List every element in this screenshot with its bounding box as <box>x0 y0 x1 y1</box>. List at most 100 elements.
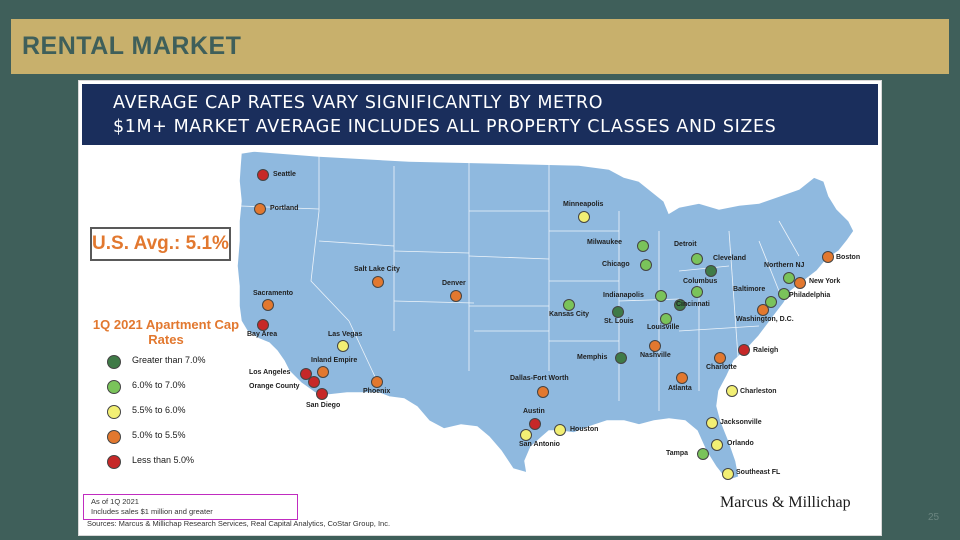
city-label-new-york: New York <box>809 278 841 285</box>
city-marker-baltimore <box>765 296 777 308</box>
city-marker-memphis <box>615 352 627 364</box>
city-marker-new-york <box>794 277 806 289</box>
city-label-orlando: Orlando <box>727 440 754 447</box>
city-label-northern-nj: Northern NJ <box>764 262 805 269</box>
us-average-value: U.S. Avg.: 5.1% <box>92 233 229 254</box>
us-map <box>236 150 855 482</box>
city-label-memphis: Memphis <box>577 354 608 361</box>
city-label-charleston: Charleston <box>740 388 777 395</box>
legend-label: 5.5% to 6.0% <box>132 405 186 415</box>
city-label-bay-area: Bay Area <box>247 331 278 338</box>
city-marker-detroit <box>691 253 703 265</box>
city-label-washington-d-c: Washington, D.C. <box>736 316 794 323</box>
header-line-2: $1M+ MARKET AVERAGE INCLUDES ALL PROPERT… <box>113 117 777 137</box>
city-marker-jacksonville <box>706 417 718 429</box>
notes-box: As of 1Q 2021 Includes sales $1 million … <box>83 494 298 520</box>
city-marker-bay-area <box>257 319 269 331</box>
legend-swatch <box>107 355 121 369</box>
city-label-kansas-city: Kansas City <box>549 311 590 318</box>
state-borders <box>240 156 800 411</box>
city-marker-denver <box>450 290 462 302</box>
city-marker-sacramento <box>262 299 274 311</box>
city-marker-washington-d-c <box>757 304 769 316</box>
city-marker-cincinnati <box>674 299 686 311</box>
legend-title: 1Q 2021 Apartment Cap Rates <box>92 317 240 347</box>
legend-label: Less than 5.0% <box>132 455 195 465</box>
city-label-las-vegas: Las Vegas <box>328 331 363 338</box>
city-label-los-angeles: Los Angeles <box>249 369 291 376</box>
city-marker-san-diego <box>316 388 328 400</box>
city-label-philadelphia: Philadelphia <box>789 292 831 299</box>
city-label-minneapolis: Minneapolis <box>563 201 604 208</box>
city-marker-chicago <box>640 259 652 271</box>
city-marker-orlando <box>711 439 723 451</box>
city-label-inland-empire: Inland Empire <box>311 357 358 364</box>
city-marker-boston <box>822 251 834 263</box>
city-label-orange-county: Orange County <box>249 383 300 390</box>
city-marker-phoenix <box>371 376 383 388</box>
legend-label: Greater than 7.0% <box>132 355 206 365</box>
city-marker-minneapolis <box>578 211 590 223</box>
us-land-shape <box>236 150 855 482</box>
panel-header: AVERAGE CAP RATES VARY SIGNIFICANTLY BY … <box>82 84 878 145</box>
city-marker-orange-county <box>308 376 320 388</box>
city-marker-nashville <box>649 340 661 352</box>
header-line-1: AVERAGE CAP RATES VARY SIGNIFICANTLY BY … <box>113 93 604 113</box>
city-label-chicago: Chicago <box>602 261 630 268</box>
city-marker-kansas-city <box>563 299 575 311</box>
city-label-jacksonville: Jacksonville <box>720 419 762 426</box>
city-marker-san-antonio <box>520 429 532 441</box>
city-label-columbus: Columbus <box>683 278 718 285</box>
city-label-denver: Denver <box>442 280 466 287</box>
city-label-louisville: Louisville <box>647 324 680 331</box>
city-marker-austin <box>529 418 541 430</box>
city-label-san-antonio: San Antonio <box>519 441 560 448</box>
city-marker-atlanta <box>676 372 688 384</box>
city-marker-cleveland <box>705 265 717 277</box>
city-marker-charlotte <box>714 352 726 364</box>
legend-swatch <box>107 430 121 444</box>
note-threshold: Includes sales $1 million and greater <box>91 507 213 516</box>
city-marker-milwaukee <box>637 240 649 252</box>
city-label-detroit: Detroit <box>674 241 697 248</box>
city-label-milwaukee: Milwaukee <box>587 239 623 246</box>
us-average-box: U.S. Avg.: 5.1% <box>90 227 231 261</box>
city-label-dallas-fort-worth: Dallas-Fort Worth <box>510 375 569 382</box>
city-label-baltimore: Baltimore <box>733 286 766 293</box>
city-label-charlotte: Charlotte <box>706 364 737 371</box>
city-label-cincinnati: Cincinnati <box>676 301 710 308</box>
city-label-sacramento: Sacramento <box>253 290 294 297</box>
city-label-houston: Houston <box>570 426 599 433</box>
city-label-raleigh: Raleigh <box>753 347 779 354</box>
city-marker-columbus <box>691 286 703 298</box>
city-marker-southeast-fl <box>722 468 734 480</box>
city-marker-houston <box>554 424 566 436</box>
cap-rate-map-panel: AVERAGE CAP RATES VARY SIGNIFICANTLY BY … <box>79 81 881 535</box>
city-marker-salt-lake-city <box>372 276 384 288</box>
sources-note: Sources: Marcus & Millichap Research Ser… <box>87 519 391 528</box>
page-number: 25 <box>928 512 940 523</box>
city-label-seattle: Seattle <box>273 171 296 178</box>
city-marker-st-louis <box>612 306 624 318</box>
city-marker-las-vegas <box>337 340 349 352</box>
city-label-st-louis: St. Louis <box>604 318 634 325</box>
city-label-nashville: Nashville <box>640 352 671 359</box>
city-label-portland: Portland <box>270 205 299 212</box>
city-label-salt-lake-city: Salt Lake City <box>354 266 400 273</box>
city-marker-indianapolis <box>655 290 667 302</box>
city-label-southeast-fl: Southeast FL <box>736 469 781 476</box>
city-marker-inland-empire <box>317 366 329 378</box>
marcus-millichap-logo: Marcus & Millichap <box>720 494 851 511</box>
city-marker-portland <box>254 203 266 215</box>
city-marker-charleston <box>726 385 738 397</box>
city-marker-northern-nj <box>783 272 795 284</box>
city-marker-seattle <box>257 169 269 181</box>
note-as-of: As of 1Q 2021 <box>91 497 139 506</box>
legend-swatch <box>107 455 121 469</box>
legend-swatch <box>107 380 121 394</box>
legend-swatch <box>107 405 121 419</box>
city-marker-tampa <box>697 448 709 460</box>
city-marker-dallas-fort-worth <box>537 386 549 398</box>
city-label-san-diego: San Diego <box>306 402 341 409</box>
city-label-phoenix: Phoenix <box>363 388 391 395</box>
